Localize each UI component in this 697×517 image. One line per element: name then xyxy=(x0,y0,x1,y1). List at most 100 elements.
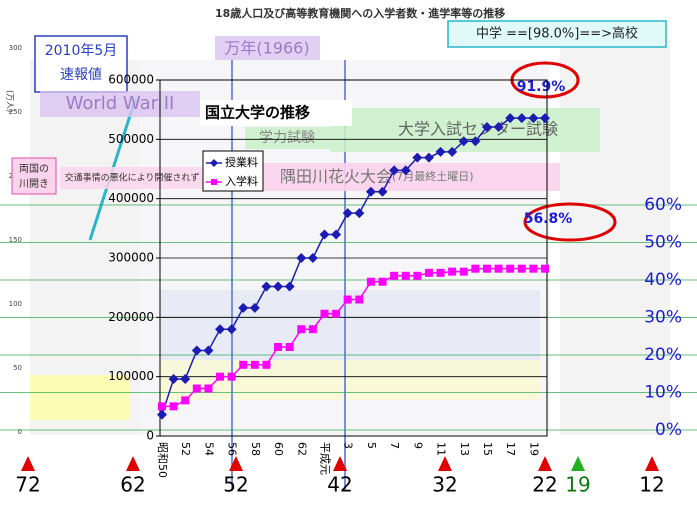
background-tick-label: 300 xyxy=(9,44,22,52)
point xyxy=(343,295,352,304)
marker-triangle xyxy=(21,456,35,471)
x-tick-label: 52 xyxy=(179,442,192,456)
point xyxy=(216,372,225,381)
plot: 0 100000 200000 300000 400000 500000 600000 昭和5… xyxy=(108,73,550,478)
y-tick-label: 200000 xyxy=(108,310,154,324)
point xyxy=(365,186,376,197)
point xyxy=(307,253,318,263)
point xyxy=(481,121,492,132)
y-tick-label: 400000 xyxy=(108,191,154,205)
annotation-box xyxy=(40,91,200,117)
legend-label: 入学料 xyxy=(225,174,258,188)
annotation: 大学入試センター試験 xyxy=(398,120,558,139)
age-label: 12 xyxy=(639,473,664,497)
marker-triangle xyxy=(571,456,585,471)
legend-label: 授業料 xyxy=(225,155,258,169)
point xyxy=(540,113,550,124)
background-tick-label: 100 xyxy=(9,300,22,308)
point xyxy=(249,302,260,313)
page-title: 18歳人口及び高等教育機関への入学者数・進学率等の推移 xyxy=(215,6,505,20)
point xyxy=(227,372,236,381)
point xyxy=(377,186,388,197)
point xyxy=(158,402,166,411)
annotation: 万年(1966) xyxy=(224,39,309,58)
point xyxy=(366,277,375,286)
point xyxy=(204,384,213,393)
annotation: (7月最終土曜日) xyxy=(392,169,474,183)
annotation-box xyxy=(11,157,57,195)
series-line xyxy=(162,267,545,408)
point xyxy=(458,136,469,147)
percent-tick-label: 60% xyxy=(644,195,682,215)
point xyxy=(181,396,190,405)
point xyxy=(424,268,433,277)
point xyxy=(493,121,504,132)
age-label: 19 xyxy=(565,473,590,497)
axis-unit: (万人) xyxy=(6,90,15,112)
point xyxy=(284,281,295,292)
point xyxy=(354,208,365,219)
annotation: 91.9% xyxy=(517,79,566,95)
series-line xyxy=(161,117,545,415)
point xyxy=(505,113,516,124)
marker-triangle xyxy=(126,456,140,471)
age-label: 42 xyxy=(327,473,352,497)
annotation: 2010年5月 xyxy=(45,43,118,59)
annotation-box xyxy=(262,163,560,191)
point xyxy=(332,309,341,318)
point xyxy=(261,281,272,292)
background-tick-label: 150 xyxy=(9,236,22,244)
point xyxy=(541,264,549,273)
background-tick-label: 250 xyxy=(9,108,22,116)
point xyxy=(215,324,226,335)
x-tick-label: 13 xyxy=(458,442,471,456)
point xyxy=(389,165,400,176)
marker-triangle xyxy=(438,456,452,471)
annotation: World War II xyxy=(66,93,175,114)
y-tick-label: 500000 xyxy=(108,132,154,146)
percent-tick-label: 20% xyxy=(644,345,682,365)
x-tick-label: 15 xyxy=(481,442,494,456)
age-label: 52 xyxy=(223,473,248,497)
point xyxy=(192,384,201,393)
x-tick-label: 62 xyxy=(295,442,308,456)
point xyxy=(470,136,481,147)
x-tick-label: 54 xyxy=(202,442,215,456)
x-tick-label: 11 xyxy=(435,442,448,456)
y-tick-label: 100000 xyxy=(108,369,154,383)
point xyxy=(273,281,284,292)
background-chart xyxy=(560,40,670,435)
x-tick-label: 58 xyxy=(249,442,262,456)
x-tick-label: 9 xyxy=(411,442,424,449)
percent-tick-label: 40% xyxy=(644,270,682,290)
marker-triangle xyxy=(333,456,347,471)
point xyxy=(447,146,458,157)
point xyxy=(494,264,503,273)
x-tick-label: 3 xyxy=(342,442,355,449)
y-tick-label: 0 xyxy=(146,429,154,443)
point xyxy=(390,271,399,280)
background-band xyxy=(30,375,130,420)
point xyxy=(448,267,457,276)
x-tick-label: 19 xyxy=(527,442,540,456)
point xyxy=(180,374,191,385)
age-label: 72 xyxy=(15,473,40,497)
y-tick-label: 300000 xyxy=(108,251,154,265)
marker-triangle xyxy=(229,456,243,471)
point xyxy=(226,324,237,335)
point xyxy=(517,264,526,273)
x-tick-label: 60 xyxy=(272,442,285,456)
x-tick-label: 56 xyxy=(226,442,239,456)
annotation: 速報値 xyxy=(60,67,102,83)
point xyxy=(401,271,410,280)
title-box xyxy=(200,100,352,126)
annotation-box xyxy=(60,167,205,189)
percent-scale: 0% 10% 20% 30% 40% 50% 60% xyxy=(0,195,697,440)
point xyxy=(262,360,271,369)
point xyxy=(423,152,434,163)
marker-triangle xyxy=(645,456,659,471)
point xyxy=(285,343,294,351)
point xyxy=(250,360,259,369)
annotation: 交通事情の悪化により開催されず xyxy=(65,172,200,184)
